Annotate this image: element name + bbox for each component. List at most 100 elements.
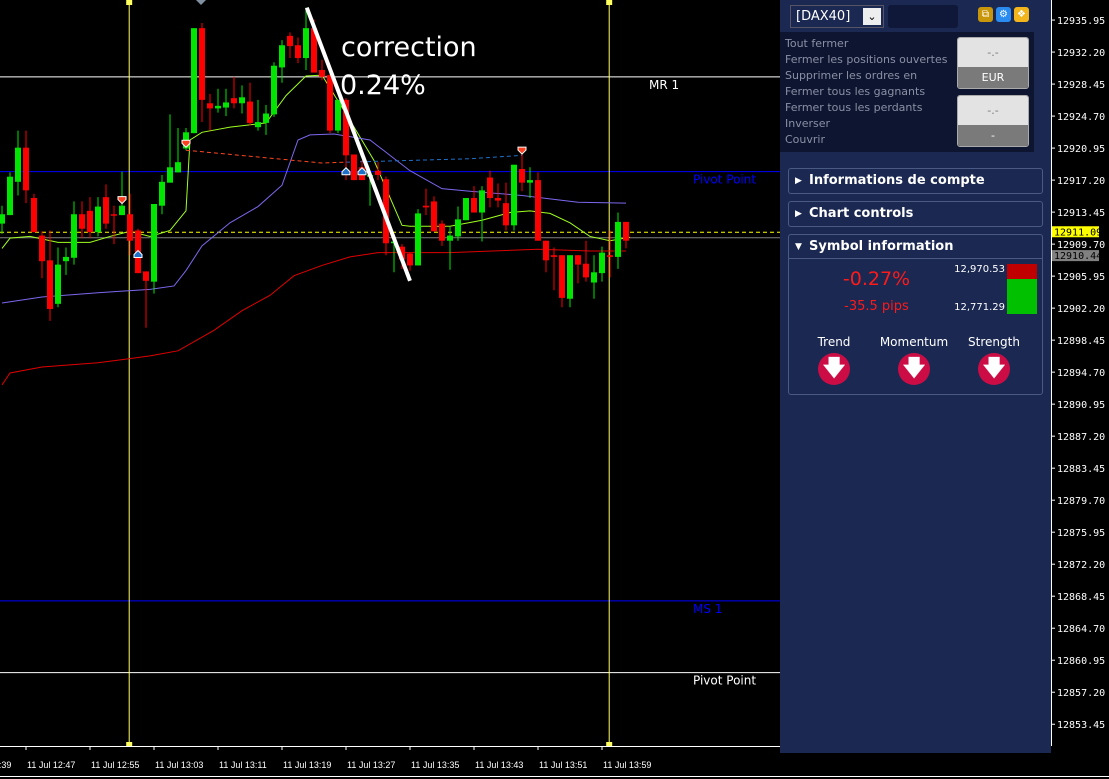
price-tick-label: 12887.20 bbox=[1057, 432, 1105, 443]
candle-body bbox=[623, 221, 629, 241]
candle-body bbox=[215, 105, 221, 109]
profit-value-button[interactable]: -.- EUR bbox=[957, 37, 1029, 89]
candle-body bbox=[423, 205, 429, 208]
lot-input[interactable] bbox=[888, 5, 958, 28]
price-tick-label: 12875.95 bbox=[1057, 528, 1105, 539]
sell-arrow-icon bbox=[181, 139, 191, 148]
time-tick-label: 11 Jul 13:03 bbox=[155, 760, 203, 770]
profit-value: -.- bbox=[958, 38, 1028, 67]
vertical-marker-handle bbox=[126, 742, 133, 748]
candle-body bbox=[591, 272, 597, 283]
candle-body bbox=[0, 214, 5, 224]
chart-controls-section[interactable]: ▶ Chart controls bbox=[788, 201, 1043, 227]
range-bar-fill bbox=[1007, 264, 1037, 279]
symbol-select[interactable]: [DAX40] ⌄ bbox=[790, 5, 884, 28]
pivot-level-label: MS 1 bbox=[693, 602, 722, 616]
candle-body bbox=[335, 99, 341, 131]
candle-body bbox=[503, 203, 509, 226]
candle-body bbox=[599, 252, 605, 274]
candle-body bbox=[255, 122, 261, 128]
account-info-section[interactable]: ▶ Informations de compte bbox=[788, 168, 1043, 194]
price-tick-label: 12853.45 bbox=[1057, 720, 1105, 731]
price-tick-label: 12864.70 bbox=[1057, 624, 1105, 635]
bid-price-label: 12911.09 bbox=[1054, 227, 1102, 238]
price-tick-label: 12902.20 bbox=[1057, 304, 1105, 315]
candle-body bbox=[63, 256, 69, 262]
candle-body bbox=[455, 219, 461, 237]
candle-body bbox=[383, 179, 389, 244]
price-axis bbox=[1051, 0, 1109, 779]
price-tick-label: 12894.70 bbox=[1057, 368, 1105, 379]
caret-right-icon: ▶ bbox=[795, 176, 802, 186]
price-tick-label: 12928.45 bbox=[1057, 80, 1105, 91]
expand-icon[interactable]: ❖ bbox=[1014, 7, 1029, 22]
gear-icon[interactable]: ⚙ bbox=[996, 7, 1011, 22]
currency-label: EUR bbox=[958, 67, 1028, 88]
time-tick-label: 11 Jul 13:11 bbox=[219, 760, 267, 770]
second-value-button[interactable]: -.- - bbox=[957, 95, 1029, 147]
price-tick-label: 12909.70 bbox=[1057, 240, 1105, 251]
candle-body bbox=[567, 255, 573, 299]
strength-arrow-down-icon: 🡇 bbox=[978, 353, 1010, 385]
time-tick-label: 11 Jul 12:39 bbox=[0, 760, 11, 770]
candle-body bbox=[487, 177, 493, 199]
candle-body bbox=[447, 235, 453, 241]
candle-body bbox=[175, 162, 181, 173]
section-title: Symbol information bbox=[809, 239, 954, 254]
candle-body bbox=[247, 101, 253, 123]
strength-label: Strength bbox=[968, 335, 1020, 349]
close-open-positions-action[interactable]: Fermer les positions ouvertes bbox=[785, 53, 948, 66]
indicator-line bbox=[1, 74, 631, 249]
candle-body bbox=[471, 198, 477, 213]
candle-body bbox=[559, 255, 565, 298]
delete-orders-action[interactable]: Supprimer les ordres en bbox=[785, 69, 918, 82]
chevron-down-icon[interactable]: ⌄ bbox=[863, 8, 881, 25]
candle-body bbox=[527, 180, 533, 183]
second-unit: - bbox=[958, 125, 1028, 146]
change-percent: -0.27% bbox=[842, 268, 911, 290]
candle-body bbox=[439, 223, 445, 241]
candle-body bbox=[111, 214, 117, 216]
candle-body bbox=[79, 214, 85, 229]
pivot-level-label: Pivot Point bbox=[693, 173, 756, 187]
candle-body bbox=[223, 102, 229, 108]
candle-body bbox=[103, 197, 109, 224]
close-winners-action[interactable]: Fermer tous les gagnants bbox=[785, 85, 926, 98]
candle-body bbox=[327, 75, 333, 131]
close-losers-action[interactable]: Fermer tous les perdants bbox=[785, 101, 923, 114]
reverse-action[interactable]: Inverser bbox=[785, 117, 831, 130]
symbol-info-header[interactable]: ▼ Symbol information bbox=[789, 235, 1042, 259]
copy-icon[interactable]: ⧉ bbox=[978, 7, 993, 22]
time-tick-label: 11 Jul 13:59 bbox=[603, 760, 651, 770]
candle-body bbox=[543, 240, 549, 261]
time-tick-label: 11 Jul 13:51 bbox=[539, 760, 587, 770]
buy-arrow-icon bbox=[357, 167, 367, 176]
candle-body bbox=[127, 214, 133, 241]
candle-body bbox=[55, 264, 61, 304]
price-tick-label: 12924.70 bbox=[1057, 112, 1105, 123]
time-tick-label: 11 Jul 13:19 bbox=[283, 760, 331, 770]
candle-body bbox=[23, 147, 29, 191]
candle-body bbox=[551, 255, 557, 257]
vertical-marker-handle bbox=[606, 0, 613, 5]
time-tick-label: 11 Jul 13:35 bbox=[411, 760, 459, 770]
candle-body bbox=[167, 167, 173, 183]
close-all-action[interactable]: Tout fermer bbox=[785, 37, 849, 50]
annotation-text: correction bbox=[341, 32, 477, 63]
ask-price-label: 12910.44 bbox=[1054, 251, 1102, 262]
candle-body bbox=[375, 170, 381, 175]
candle-body bbox=[303, 28, 309, 59]
time-tick-label: 11 Jul 12:47 bbox=[27, 760, 75, 770]
candle-body bbox=[407, 253, 413, 266]
candle-body bbox=[399, 246, 405, 260]
price-tick-label: 12935.95 bbox=[1057, 16, 1105, 27]
candle-body bbox=[607, 255, 613, 257]
price-tick-label: 12883.45 bbox=[1057, 464, 1105, 475]
candle-body bbox=[511, 164, 517, 226]
candle-body bbox=[415, 213, 421, 266]
hedge-action[interactable]: Couvrir bbox=[785, 133, 825, 146]
candle-body bbox=[95, 206, 101, 233]
candle-body bbox=[343, 99, 349, 156]
section-title: Chart controls bbox=[809, 206, 914, 221]
candle-body bbox=[311, 28, 317, 73]
